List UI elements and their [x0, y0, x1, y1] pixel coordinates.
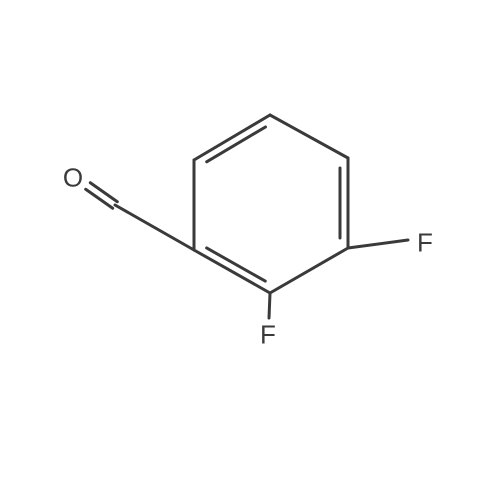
atom-f1: F [260, 320, 276, 351]
atom-f2: F [417, 228, 433, 259]
atom-o: O [63, 163, 83, 194]
